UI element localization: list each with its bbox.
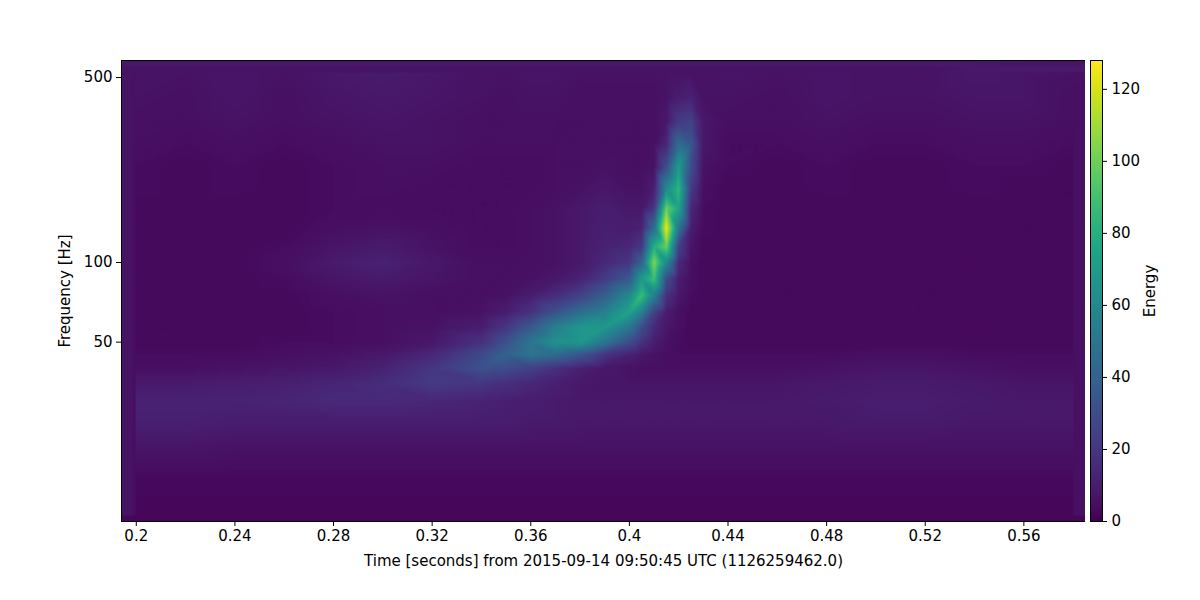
- svg-text:20: 20: [1112, 440, 1131, 458]
- svg-text:0.28: 0.28: [317, 527, 350, 545]
- svg-text:0.4: 0.4: [617, 527, 641, 545]
- svg-text:0.32: 0.32: [415, 527, 448, 545]
- svg-text:60: 60: [1112, 296, 1131, 314]
- svg-text:0.52: 0.52: [909, 527, 942, 545]
- svg-text:100: 100: [84, 253, 113, 271]
- svg-text:80: 80: [1112, 224, 1131, 242]
- svg-text:50: 50: [93, 333, 112, 351]
- svg-text:40: 40: [1112, 368, 1131, 386]
- svg-text:0.24: 0.24: [218, 527, 251, 545]
- svg-text:0.48: 0.48: [810, 527, 843, 545]
- svg-text:0.2: 0.2: [124, 527, 148, 545]
- svg-text:0.44: 0.44: [711, 527, 744, 545]
- svg-text:0.56: 0.56: [1007, 527, 1040, 545]
- svg-text:0.36: 0.36: [514, 527, 547, 545]
- svg-text:500: 500: [84, 68, 113, 86]
- svg-text:100: 100: [1112, 152, 1141, 170]
- svg-text:Frequency [Hz]: Frequency [Hz]: [56, 234, 74, 347]
- svg-text:120: 120: [1112, 80, 1141, 98]
- svg-text:Time [seconds] from 2015-09-14: Time [seconds] from 2015-09-14 09:50:45 …: [363, 552, 843, 570]
- svg-text:0: 0: [1112, 512, 1122, 530]
- svg-text:Energy: Energy: [1141, 265, 1159, 318]
